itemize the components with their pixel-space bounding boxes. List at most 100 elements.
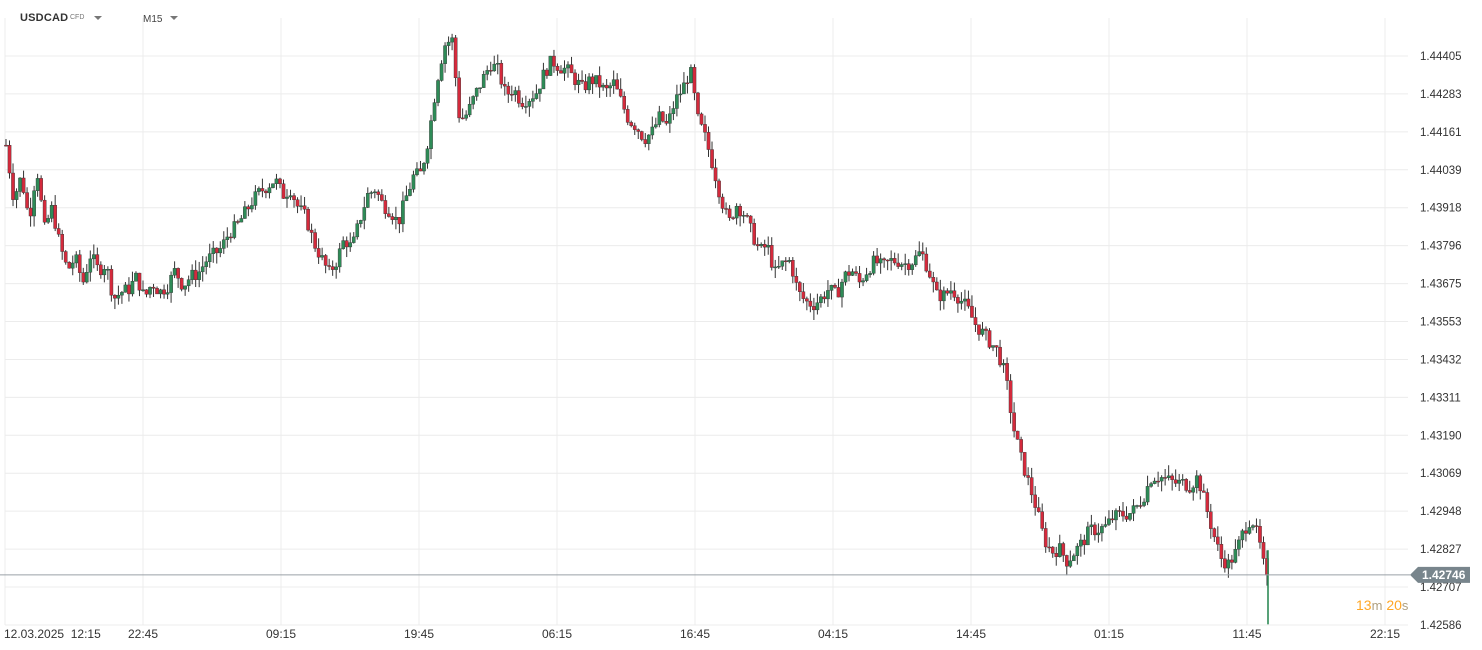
candle-bearish [1173,479,1178,484]
candle-bearish [604,84,609,89]
candle-bullish [1089,524,1094,528]
candle-bearish [1110,518,1115,521]
candle-bullish [913,255,918,266]
candle-bearish [998,346,1002,366]
candle-bullish [394,217,398,220]
candle-bearish [309,229,314,233]
candle-bearish [499,63,504,85]
candle-bullish [826,290,830,300]
candle-bullish [1180,479,1185,481]
candle-bearish [1219,544,1224,559]
timeframe-selector[interactable]: M15 [143,14,163,25]
candle-bearish [798,282,802,292]
candle-bearish [53,205,57,229]
candle-bullish [243,206,247,219]
candle-bullish [587,76,591,91]
candle-bullish [766,245,771,248]
candle-bullish [959,300,964,304]
candle-bullish [1166,475,1171,478]
candle-bearish [885,259,890,262]
candle-bearish [710,149,714,168]
candle-bearish [25,192,29,209]
candle-bullish [197,271,201,280]
candle-bearish [63,251,68,263]
candle-bearish [1033,494,1037,508]
candle-bullish [1096,532,1101,536]
candle-bearish [1216,536,1220,545]
timeframe-dropdown-chevron-down-icon[interactable] [170,16,178,20]
candle-bearish [42,199,47,223]
candle-bullish [232,221,237,238]
candle-bullish [1251,525,1255,528]
candle-bullish [190,269,194,280]
candle-bullish [46,218,50,223]
candle-bullish [257,188,261,192]
candle-bullish [1068,560,1073,567]
candle-bearish [520,103,525,107]
candle-bullish [186,279,191,287]
candle-bullish [910,264,915,270]
candle-bearish [597,75,602,88]
candle-bullish [102,269,107,276]
candle-bullish [446,41,451,46]
candle-bearish [769,245,774,268]
candle-bearish [390,216,395,220]
price-tick-label: 1.43311 [1420,392,1461,404]
candle-bearish [966,298,971,307]
candle-bullish [116,294,121,299]
candle-bullish [351,236,356,243]
candle-bullish [780,260,785,267]
candle-bullish [267,187,272,194]
symbol-dropdown-chevron-down-icon[interactable] [94,16,102,20]
candle-bearish [236,221,240,223]
countdown-minutes: 13 [1356,597,1372,613]
candle-bullish [1057,543,1062,557]
candle-bullish [608,85,612,89]
time-tick-label: 16:45 [680,627,710,641]
candle-bearish [306,209,310,231]
chart-grid [4,18,1408,626]
countdown-seconds: 20 [1386,597,1402,613]
candle-bearish [731,217,735,219]
candle-bearish [920,251,925,255]
instrument-type-label: CFD [70,14,85,21]
candle-bullish [274,178,279,184]
candle-bullish [1159,477,1164,482]
candle-bearish [580,79,584,82]
candle-bullish [759,244,763,247]
candle-bullish [271,183,275,188]
candle-bearish [151,286,156,289]
candle-bullish [92,254,96,260]
countdown-seconds-unit: s [1401,598,1409,613]
time-tick-label: 19:45 [404,627,434,641]
candle-bearish [81,272,86,283]
candle-bullish [787,260,792,262]
candle-bullish [492,63,497,72]
candle-bullish [1072,555,1076,562]
candle-bearish [330,266,335,270]
candle-bullish [1131,505,1136,514]
candle-bullish [14,191,19,200]
symbol-selector[interactable]: USDCAD [20,12,69,24]
candle-bearish [1093,524,1097,536]
candle-bullish [348,242,353,248]
candle-bullish [1142,501,1146,506]
candle-bullish [850,271,855,276]
candle-bullish [436,80,440,103]
candle-bullish [495,63,500,65]
candle-bearish [260,188,265,192]
candle-bullish [88,258,93,273]
candle-bearish [696,92,700,115]
candle-bearish [1212,528,1217,538]
candle-bearish [113,294,117,299]
candle-bullish [843,271,848,283]
candle-bearish [1050,546,1055,554]
candle-bearish [822,296,827,300]
candle-bearish [812,306,816,311]
candle-bearish [615,79,619,90]
candle-bullish [675,94,679,109]
candle-bullish [1001,363,1006,366]
candle-bearish [994,345,999,348]
candle-bullish [671,108,676,115]
